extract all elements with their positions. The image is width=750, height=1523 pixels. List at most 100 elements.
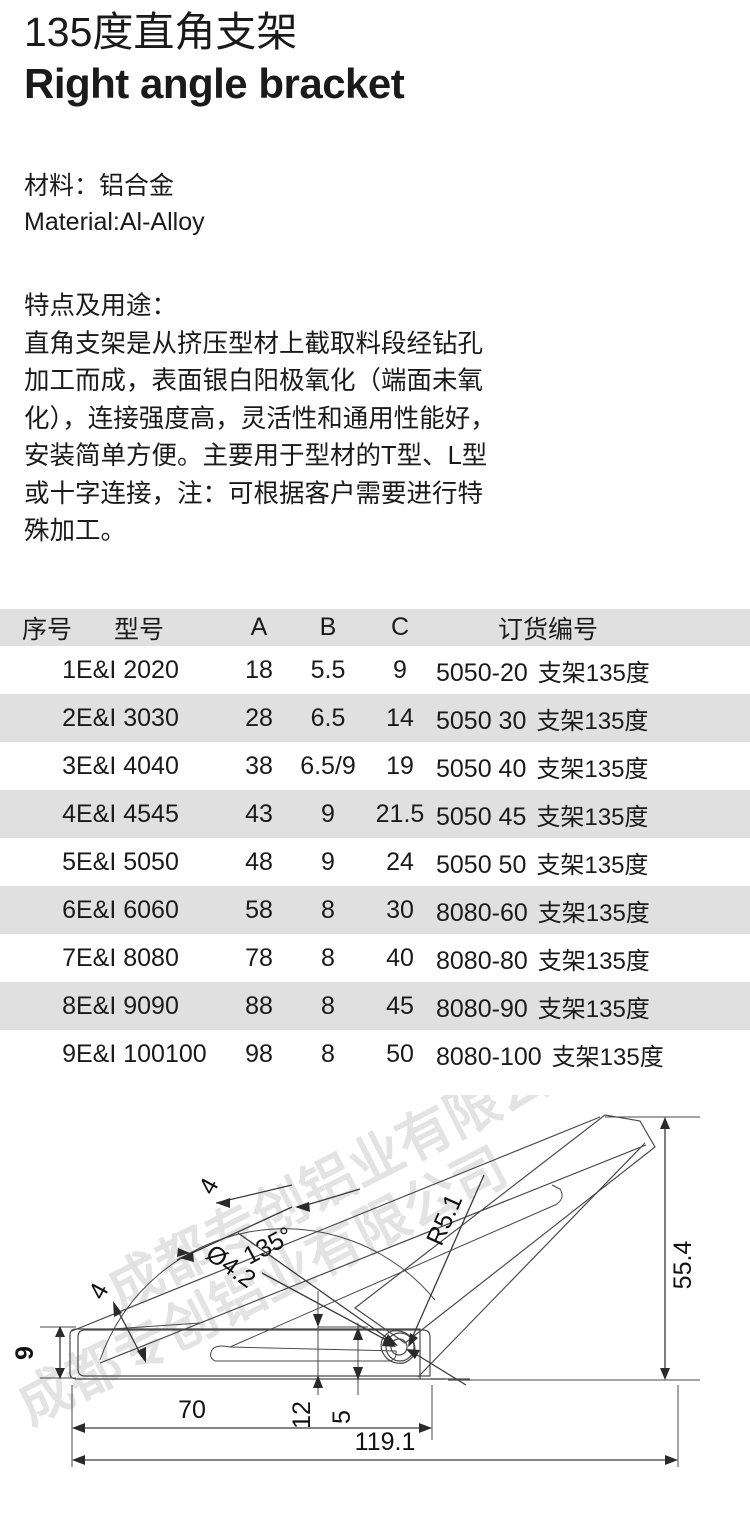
column-header-b: B — [319, 613, 337, 641]
cell-order-text: 支架135度 — [537, 995, 650, 1023]
material-block: 材料：铝合金 Material:Al-Alloy — [24, 168, 205, 240]
technical-drawing: 成都专创铝业有限公司 成都专创铝业有限公司 — [0, 1095, 750, 1523]
dim-length-total: 119.1 — [355, 1428, 416, 1456]
cell-c: 45 — [386, 991, 414, 1020]
cell-a: 28 — [245, 703, 273, 732]
cell-a: 98 — [245, 1039, 273, 1068]
cell-b: 6.5/9 — [300, 751, 356, 780]
material-label-english: Material:Al-Alloy — [24, 208, 205, 236]
features-block: 特点及用途： 直角支架是从挤压型材上截取料段经钻孔 加工而成，表面银白阳极氧化（… — [24, 288, 624, 551]
cell-b: 9 — [321, 799, 335, 828]
cell-b: 6.5 — [310, 703, 346, 732]
cell-order-number: 5050-20 — [436, 658, 528, 687]
watermark: 成都专创铝业有限公司 成都专创铝业有限公司 — [7, 1095, 607, 1437]
cell-order: 5050 45 支架135度 — [436, 790, 750, 838]
specification-table: 序号 型号 A B C 订货编号 1 E&I 2020 18 5.5 9 505… — [0, 609, 750, 1078]
column-header-order-no: 订货编号 — [498, 615, 599, 644]
dim-thickness-upper: 4 — [193, 1173, 224, 1199]
page-title-chinese: 135度直角支架 — [24, 9, 298, 55]
cell-a: 48 — [245, 847, 273, 876]
features-line-1: 直角支架是从挤压型材上截取料段经钻孔 — [24, 329, 484, 358]
cell-c: 30 — [386, 895, 414, 924]
cell-order-text: 支架135度 — [537, 947, 650, 975]
cell-order: 8080-80 支架135度 — [436, 934, 750, 982]
features-line-4: 安装简单方便。主要用于型材的T型、L型 — [24, 442, 488, 470]
cell-model: E&I 4040 — [76, 751, 179, 780]
cell-model: E&I 5050 — [76, 847, 179, 876]
cell-b: 8 — [321, 943, 335, 972]
column-header-a: A — [250, 613, 268, 641]
cell-order: 5050 40 支架135度 — [436, 742, 750, 790]
cell-c: 14 — [386, 703, 414, 732]
cell-c: 24 — [386, 847, 414, 876]
dimension-annotations: 55.4 9 70 119.1 — [11, 1116, 700, 1467]
cell-order-number: 8080-80 — [436, 946, 528, 975]
cell-order: 8080-100 支架135度 — [436, 1030, 750, 1078]
table-row[interactable]: 5 E&I 5050 48 9 24 5050 50 支架135度 — [0, 838, 750, 886]
table-row[interactable]: 4 E&I 4545 43 9 21.5 5050 45 支架135度 — [0, 790, 750, 838]
cell-order-text: 支架135度 — [536, 707, 649, 735]
cell-c: 19 — [386, 751, 414, 780]
cell-model: E&I 2020 — [76, 655, 179, 684]
cell-order-text: 支架135度 — [551, 1043, 664, 1071]
table-row[interactable]: 6 E&I 6060 58 8 30 8080-60 支架135度 — [0, 886, 750, 934]
cell-model: E&I 3030 — [76, 703, 179, 732]
cell-index: 2 — [62, 703, 76, 732]
cell-index: 6 — [62, 895, 76, 924]
cell-order-number: 5050 40 — [436, 754, 527, 783]
cell-index: 3 — [62, 751, 76, 780]
features-line-3: 化），连接强度高，灵活性和通用性能好， — [24, 404, 496, 433]
cell-index: 1 — [62, 655, 76, 684]
column-header-model: 型号 — [114, 615, 165, 644]
table-row[interactable]: 8 E&I 9090 88 8 45 8080-90 支架135度 — [0, 982, 750, 1030]
cell-order-number: 5050 45 — [436, 802, 527, 831]
cell-b: 5.5 — [310, 655, 346, 684]
column-header-c: C — [390, 613, 410, 641]
cell-order: 5050 50 支架135度 — [436, 838, 750, 886]
dim-length-70: 70 — [178, 1396, 206, 1424]
dim-offset-5: 5 — [328, 1410, 356, 1424]
table-row[interactable]: 7 E&I 8080 78 8 40 8080-80 支架135度 — [0, 934, 750, 982]
dim-offset-12: 12 — [288, 1401, 316, 1429]
features-heading: 特点及用途： — [24, 292, 178, 320]
table-row[interactable]: 9 E&I 100100 98 8 50 8080-100 支架135度 — [0, 1030, 750, 1078]
cell-order-text: 支架135度 — [537, 659, 650, 687]
features-line-5: 或十字连接，注：可根据客户需要进行特 — [24, 479, 484, 508]
dim-height-right: 55.4 — [669, 1241, 697, 1290]
cell-a: 78 — [245, 943, 273, 972]
cell-model: E&I 4545 — [76, 799, 179, 828]
cell-model: E&I 8080 — [76, 943, 179, 972]
cell-order-text: 支架135度 — [537, 899, 650, 927]
dim-height-left: 9 — [11, 1346, 39, 1360]
cell-order-number: 5050 30 — [436, 706, 527, 735]
cell-index: 5 — [62, 847, 76, 876]
cell-order-number: 8080-90 — [436, 994, 528, 1023]
material-label-chinese: 材料：铝合金 — [24, 172, 175, 200]
cell-a: 43 — [245, 799, 273, 828]
column-header-index: 序号 — [22, 615, 73, 644]
cell-order-number: 8080-60 — [436, 898, 528, 927]
cell-c: 50 — [386, 1039, 414, 1068]
cell-c: 21.5 — [375, 799, 425, 828]
table-row[interactable]: 3 E&I 4040 38 6.5/9 19 5050 40 支架135度 — [0, 742, 750, 790]
cell-index: 8 — [62, 991, 76, 1020]
cell-a: 58 — [245, 895, 273, 924]
cell-c: 9 — [393, 655, 407, 684]
cell-b: 8 — [321, 1039, 335, 1068]
cell-b: 9 — [321, 847, 335, 876]
cell-model: E&I 6060 — [76, 895, 179, 924]
table-row[interactable]: 2 E&I 3030 28 6.5 14 5050 30 支架135度 — [0, 694, 750, 742]
cell-a: 18 — [245, 655, 273, 684]
cell-a: 88 — [245, 991, 273, 1020]
cell-a: 38 — [245, 751, 273, 780]
cell-order-text: 支架135度 — [536, 803, 649, 831]
features-line-6: 殊加工。 — [24, 517, 127, 545]
cell-order: 8080-90 支架135度 — [436, 982, 750, 1030]
cell-c: 40 — [386, 943, 414, 972]
cell-model: E&I 9090 — [76, 991, 179, 1020]
cell-index: 4 — [62, 799, 76, 828]
table-row[interactable]: 1 E&I 2020 18 5.5 9 5050-20 支架135度 — [0, 646, 750, 694]
cell-order: 5050-20 支架135度 — [436, 646, 750, 694]
features-line-2: 加工而成，表面银白阳极氧化（端面未氧 — [24, 367, 484, 395]
